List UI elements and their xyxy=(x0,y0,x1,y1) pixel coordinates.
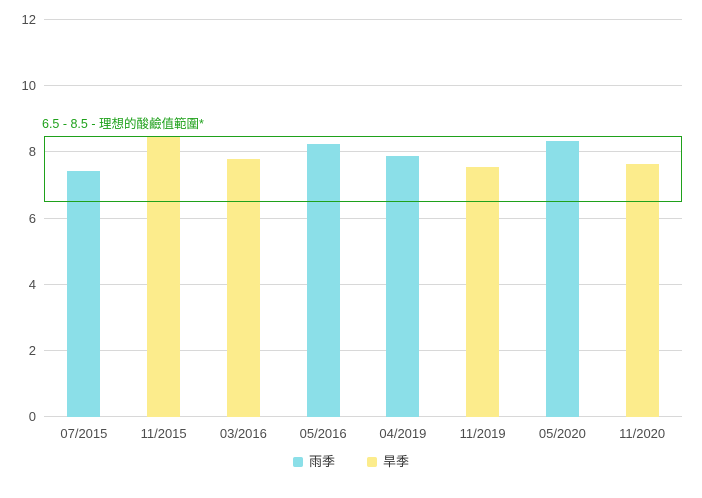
y-tick-label-10: 10 xyxy=(21,78,36,94)
bar-11-2019-旱季[interactable] xyxy=(466,167,500,417)
bar-04-2019-雨季[interactable] xyxy=(386,155,420,417)
bar-05-2020-雨季[interactable] xyxy=(545,140,579,417)
legend-item-旱季[interactable]: 旱季 xyxy=(367,454,409,470)
x-tick-label-04-2019: 04/2019 xyxy=(379,426,427,441)
plot-area: 6.5 - 8.5 - 理想的酸鹼值範圍* xyxy=(42,19,682,417)
x-tick-label-05-2020: 05/2020 xyxy=(538,426,586,441)
x-tick-label-03-2016: 03/2016 xyxy=(219,426,267,441)
x-tick-label-07-2015: 07/2015 xyxy=(60,426,108,441)
gridline-8 xyxy=(44,151,682,153)
y-tick-label-8: 8 xyxy=(28,144,36,160)
x-tick-label-11-2020: 11/2020 xyxy=(619,426,666,441)
y-tick-label-0: 0 xyxy=(28,409,36,424)
gridline-4 xyxy=(44,283,682,285)
legend-swatch-icon xyxy=(292,457,303,467)
x-tick-label-11-2019: 11/2019 xyxy=(459,426,506,441)
bar-05-2016-雨季[interactable] xyxy=(306,144,340,417)
legend-label: 旱季 xyxy=(383,454,410,469)
gridline-0 xyxy=(44,416,682,417)
y-tick-label-4: 4 xyxy=(28,276,36,292)
legend: 雨季 旱季 xyxy=(0,454,702,470)
bar-07-2015-雨季[interactable] xyxy=(67,170,101,417)
legend-label: 雨季 xyxy=(308,454,335,469)
gridline-10 xyxy=(44,85,682,87)
bar-03-2016-旱季[interactable] xyxy=(226,158,260,417)
x-tick-label-05-2016: 05/2016 xyxy=(299,426,347,441)
legend-swatch-icon xyxy=(367,457,377,467)
ideal-ph-range-label: 6.5 - 8.5 - 理想的酸鹼值範圍* xyxy=(42,116,204,131)
y-tick-label-6: 6 xyxy=(28,210,36,226)
ideal-ph-range-band xyxy=(44,135,682,202)
bar-11-2015-旱季[interactable] xyxy=(147,137,181,417)
bar-11-2020-旱季[interactable] xyxy=(625,163,659,417)
gridline-6 xyxy=(44,217,682,219)
legend-item-雨季[interactable]: 雨季 xyxy=(292,454,335,470)
y-tick-label-2: 2 xyxy=(28,342,36,358)
gridline-12 xyxy=(44,19,682,20)
gridline-2 xyxy=(44,349,682,351)
x-tick-label-11-2015: 11/2015 xyxy=(140,426,187,441)
y-tick-label-12: 12 xyxy=(21,12,36,27)
